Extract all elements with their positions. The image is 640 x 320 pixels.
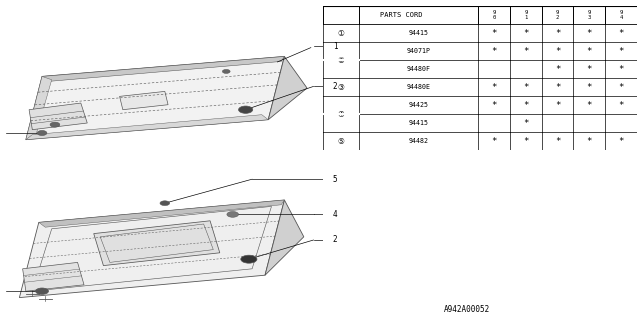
Circle shape [227, 212, 239, 217]
Text: *: * [587, 101, 592, 110]
Polygon shape [19, 200, 284, 298]
Text: *: * [587, 137, 592, 146]
Text: ⑤: ⑤ [338, 137, 345, 146]
Text: 9
4: 9 4 [620, 10, 623, 20]
Text: 94415: 94415 [409, 120, 429, 126]
Text: PARTS CORD: PARTS CORD [380, 12, 422, 18]
Text: *: * [492, 101, 497, 110]
Circle shape [37, 131, 47, 135]
Text: *: * [492, 47, 497, 56]
Circle shape [36, 288, 49, 294]
Text: 1: 1 [333, 42, 337, 51]
Text: *: * [587, 83, 592, 92]
Text: 9
2: 9 2 [556, 10, 559, 20]
Text: *: * [524, 83, 529, 92]
Text: *: * [618, 137, 623, 146]
Polygon shape [26, 115, 268, 140]
Polygon shape [26, 56, 284, 140]
Text: 9
0: 9 0 [493, 10, 496, 20]
Polygon shape [42, 56, 284, 81]
Text: *: * [524, 119, 529, 128]
Text: *: * [587, 29, 592, 38]
Text: *: * [524, 29, 529, 38]
Text: *: * [618, 47, 623, 56]
Text: *: * [555, 65, 560, 74]
Text: ③: ③ [338, 83, 345, 92]
Polygon shape [26, 76, 52, 140]
Text: 94425: 94425 [409, 102, 429, 108]
Text: *: * [524, 101, 529, 110]
Text: *: * [492, 137, 497, 146]
Circle shape [160, 201, 170, 206]
Text: *: * [618, 83, 623, 92]
Text: 94415: 94415 [409, 30, 429, 36]
Text: 2: 2 [333, 82, 337, 91]
Text: *: * [492, 29, 497, 38]
Text: 94480E: 94480E [407, 84, 431, 90]
Polygon shape [265, 200, 304, 275]
Polygon shape [93, 221, 220, 266]
Text: ④: ④ [338, 110, 345, 119]
Polygon shape [120, 92, 168, 110]
Circle shape [50, 122, 60, 127]
Text: 5: 5 [333, 175, 337, 184]
Text: *: * [492, 83, 497, 92]
Circle shape [241, 255, 257, 263]
Text: ①: ① [338, 29, 345, 38]
Polygon shape [29, 103, 87, 130]
Text: A942A00052: A942A00052 [444, 305, 490, 314]
Text: 4: 4 [333, 210, 337, 219]
Text: *: * [524, 47, 529, 56]
Text: *: * [555, 137, 560, 146]
Text: 2: 2 [333, 236, 337, 244]
Text: *: * [555, 47, 560, 56]
Text: 9
3: 9 3 [588, 10, 591, 20]
Text: *: * [587, 47, 592, 56]
Text: *: * [587, 65, 592, 74]
Polygon shape [268, 56, 307, 120]
Text: *: * [618, 65, 623, 74]
Text: 94480F: 94480F [407, 66, 431, 72]
Circle shape [222, 69, 230, 73]
Text: *: * [555, 101, 560, 110]
Polygon shape [39, 200, 284, 227]
Text: ②: ② [338, 56, 345, 65]
Text: *: * [618, 101, 623, 110]
Text: 94071P: 94071P [407, 48, 431, 54]
Text: *: * [524, 137, 529, 146]
Text: *: * [555, 29, 560, 38]
Polygon shape [22, 262, 84, 291]
Text: 9
1: 9 1 [524, 10, 527, 20]
Text: *: * [555, 83, 560, 92]
Text: 94482: 94482 [409, 138, 429, 144]
Circle shape [239, 106, 253, 113]
Text: *: * [618, 29, 623, 38]
